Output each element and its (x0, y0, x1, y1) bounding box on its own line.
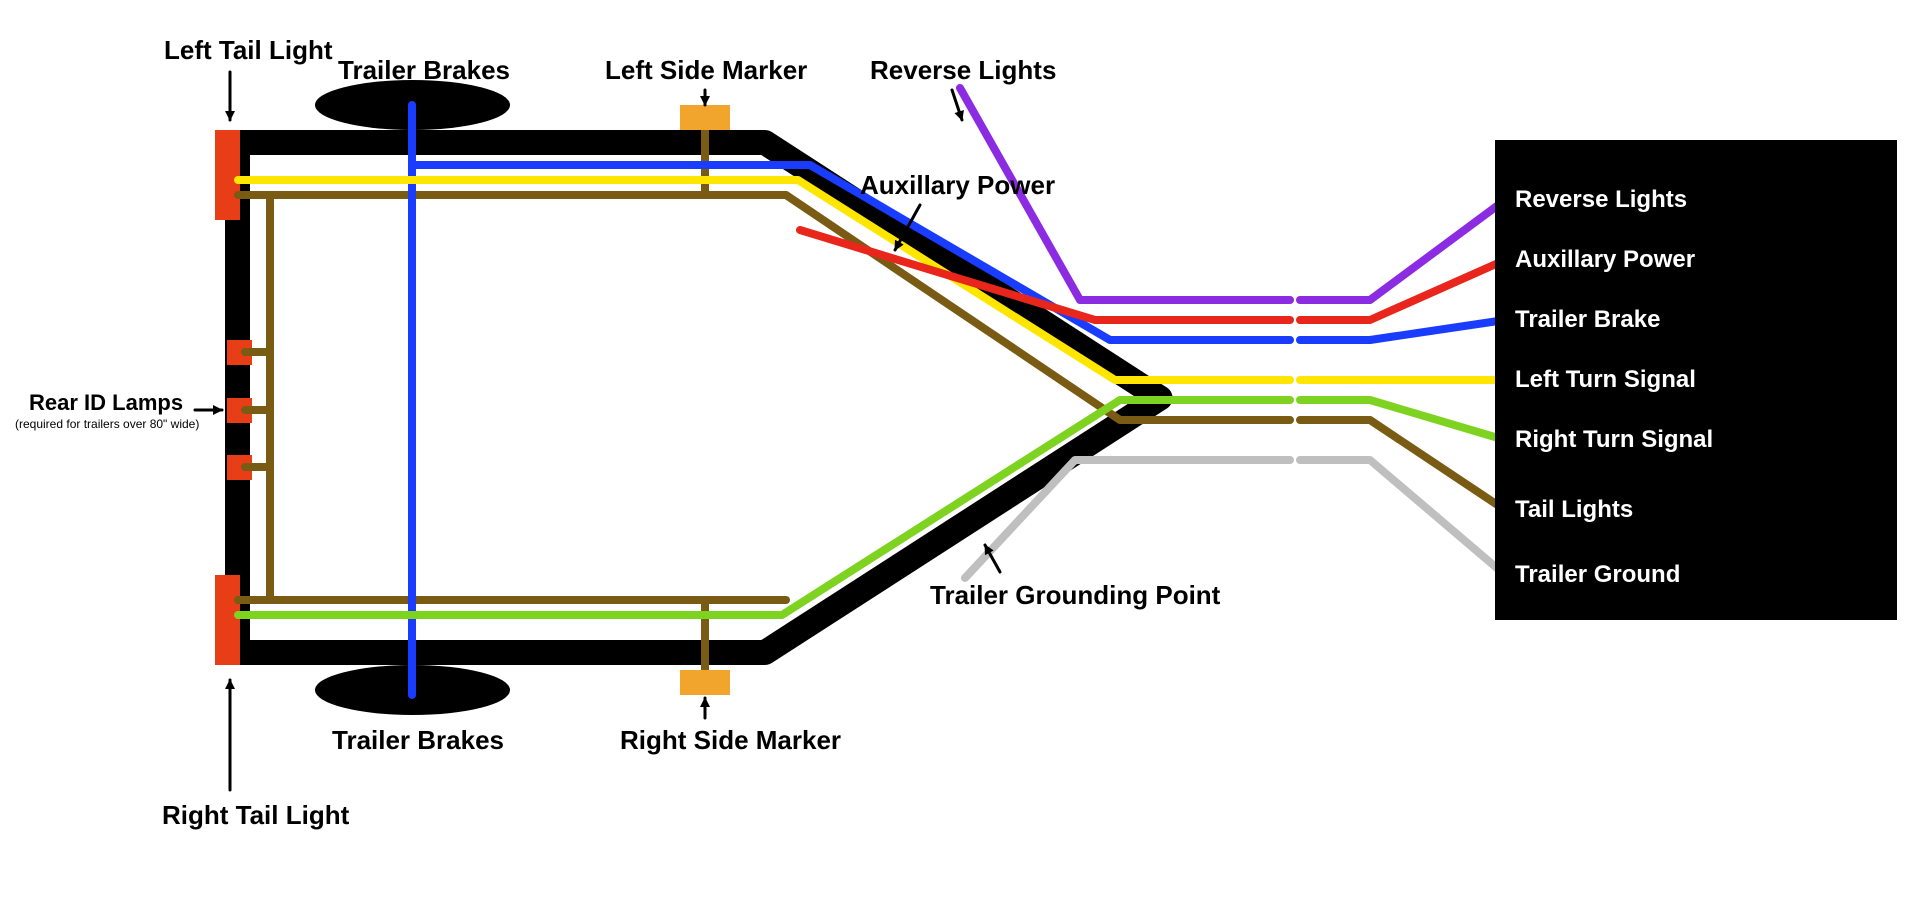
legend-item-leftTurn: Left Turn Signal (1515, 366, 1696, 394)
legend-item-ground: Trailer Ground (1515, 561, 1680, 589)
label-aux: Auxillary Power (860, 170, 1055, 201)
label-idLamps: Rear ID Lamps (29, 390, 183, 416)
legend-item-tail: Tail Lights (1515, 496, 1633, 524)
label-leftTail: Left Tail Light (164, 35, 333, 66)
legend-item-rightTurn: Right Turn Signal (1515, 426, 1713, 454)
label-ground: Trailer Grounding Point (930, 580, 1220, 611)
legend-item-reverse: Reverse Lights (1515, 186, 1687, 214)
label-rightTail: Right Tail Light (162, 800, 349, 831)
label-brakesBot: Trailer Brakes (332, 725, 504, 756)
legend-item-aux: Auxillary Power (1515, 246, 1695, 274)
label-brakesTop: Trailer Brakes (338, 55, 510, 86)
label-rightMarker: Right Side Marker (620, 725, 841, 756)
label-idLampsSub: (required for trailers over 80" wide) (15, 417, 199, 431)
diagram-stage: Left Tail Light Right Tail Light Trailer B… (0, 0, 1911, 900)
label-leftMarker: Left Side Marker (605, 55, 807, 86)
legend-item-brake: Trailer Brake (1515, 306, 1660, 334)
label-reverse: Reverse Lights (870, 55, 1056, 86)
